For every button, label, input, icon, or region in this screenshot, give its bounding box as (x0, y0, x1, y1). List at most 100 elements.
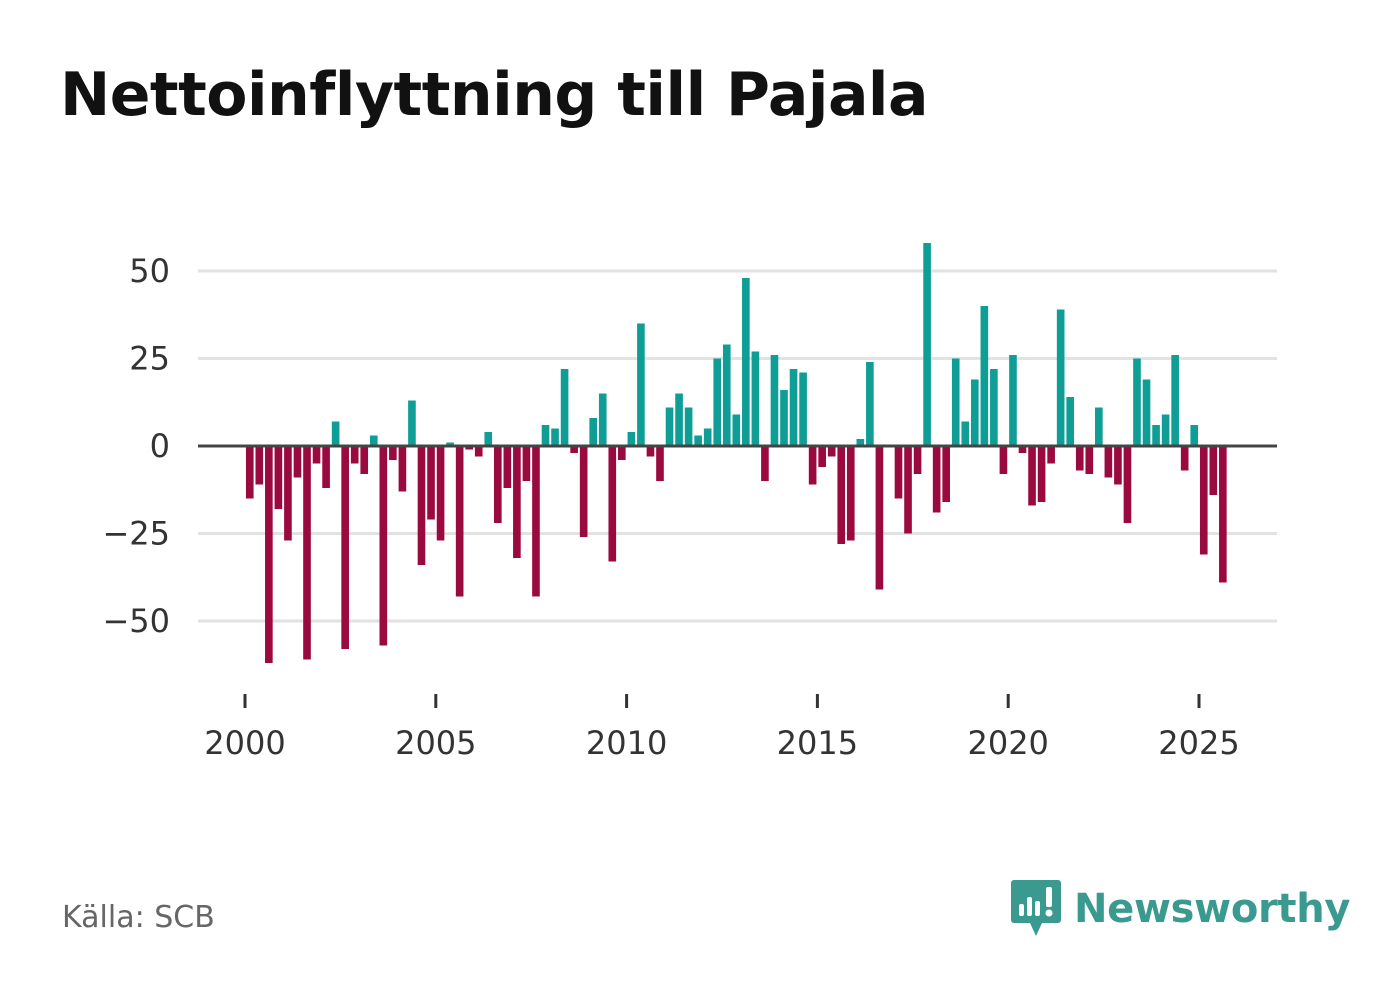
y-tick-label: −50 (102, 602, 170, 640)
bar (1171, 355, 1179, 446)
x-tick-label: 2025 (1158, 724, 1239, 762)
bar (274, 446, 283, 509)
bar (627, 432, 636, 446)
bar (694, 435, 702, 446)
bar (245, 446, 254, 499)
bar (789, 369, 798, 446)
bar (1209, 446, 1218, 495)
bar (1075, 446, 1084, 471)
bar (875, 446, 884, 590)
bar (455, 446, 464, 597)
bar (780, 390, 788, 446)
bar (1028, 446, 1036, 506)
bar (923, 243, 931, 446)
bar (446, 442, 454, 446)
bar (770, 355, 779, 446)
y-tick-label: 25 (129, 340, 170, 378)
x-tick-label: 2005 (395, 724, 476, 762)
bar (808, 446, 817, 485)
bar (436, 446, 445, 541)
bar (331, 421, 340, 446)
bar (827, 446, 836, 457)
bar (1085, 446, 1094, 474)
bar (398, 446, 407, 492)
bar (293, 446, 302, 478)
bar (1190, 425, 1199, 446)
bar (894, 446, 903, 499)
bar (970, 379, 979, 446)
bar (1133, 358, 1141, 446)
y-tick-label: −25 (102, 515, 170, 553)
bar (1104, 446, 1113, 478)
bar (513, 446, 521, 558)
bar (360, 446, 369, 474)
bar (1199, 446, 1208, 555)
bar (904, 446, 912, 534)
bar (1009, 355, 1017, 446)
bar (742, 278, 750, 446)
bar (1180, 446, 1189, 471)
bar (369, 435, 378, 446)
bar (532, 446, 540, 597)
x-axis: 2000 2005 2010 2015 2020 2025 (204, 694, 1240, 762)
bar (684, 407, 693, 446)
bar (598, 393, 607, 446)
bar (856, 439, 865, 446)
bar (1018, 446, 1027, 453)
bar (560, 369, 569, 446)
bar (703, 428, 712, 446)
bar (980, 306, 989, 446)
bar (637, 323, 645, 446)
bar (484, 432, 493, 446)
brand-name: Newsworthy (1074, 886, 1351, 932)
bar (427, 446, 435, 520)
bar (1114, 446, 1122, 485)
brand-logo-group: Newsworthy (1010, 878, 1351, 940)
bar (608, 446, 617, 562)
bar (1161, 414, 1170, 446)
bar (713, 358, 722, 446)
x-tick-label: 2010 (586, 724, 667, 762)
bar (961, 421, 970, 446)
bar (932, 446, 941, 513)
bar (1056, 309, 1065, 446)
bar (322, 446, 330, 488)
bar (579, 446, 588, 537)
source-label: Källa: SCB (62, 900, 215, 935)
bar (503, 446, 512, 488)
bar (1123, 446, 1132, 523)
grid-lines (198, 269, 1277, 623)
bar (751, 351, 760, 446)
x-tick-label: 2015 (777, 724, 858, 762)
bar (913, 446, 922, 474)
bar (722, 344, 731, 446)
bar (1066, 397, 1075, 446)
bar (589, 418, 598, 446)
bar (493, 446, 502, 523)
y-axis: 50 25 0 −25 −50 (102, 252, 170, 640)
y-tick-label: 0 (150, 427, 170, 465)
bar (389, 446, 397, 460)
x-tick-label: 2020 (967, 724, 1048, 762)
bar (1047, 446, 1055, 464)
bar (732, 414, 741, 446)
bar (265, 446, 273, 663)
bar (522, 446, 531, 481)
chart-title: Nettoinflyttning till Pajala (60, 60, 928, 130)
bar (551, 428, 559, 446)
bar (379, 446, 388, 646)
bar (465, 446, 473, 450)
bar (837, 446, 846, 544)
bar (341, 446, 349, 649)
bar (474, 446, 483, 457)
bar-series (245, 243, 1227, 663)
bar (846, 446, 855, 541)
bar (1152, 425, 1160, 446)
bar (866, 362, 874, 446)
bar (799, 372, 807, 446)
bar (570, 446, 578, 453)
bar (303, 446, 311, 660)
bar (1037, 446, 1046, 502)
bar (350, 446, 359, 464)
